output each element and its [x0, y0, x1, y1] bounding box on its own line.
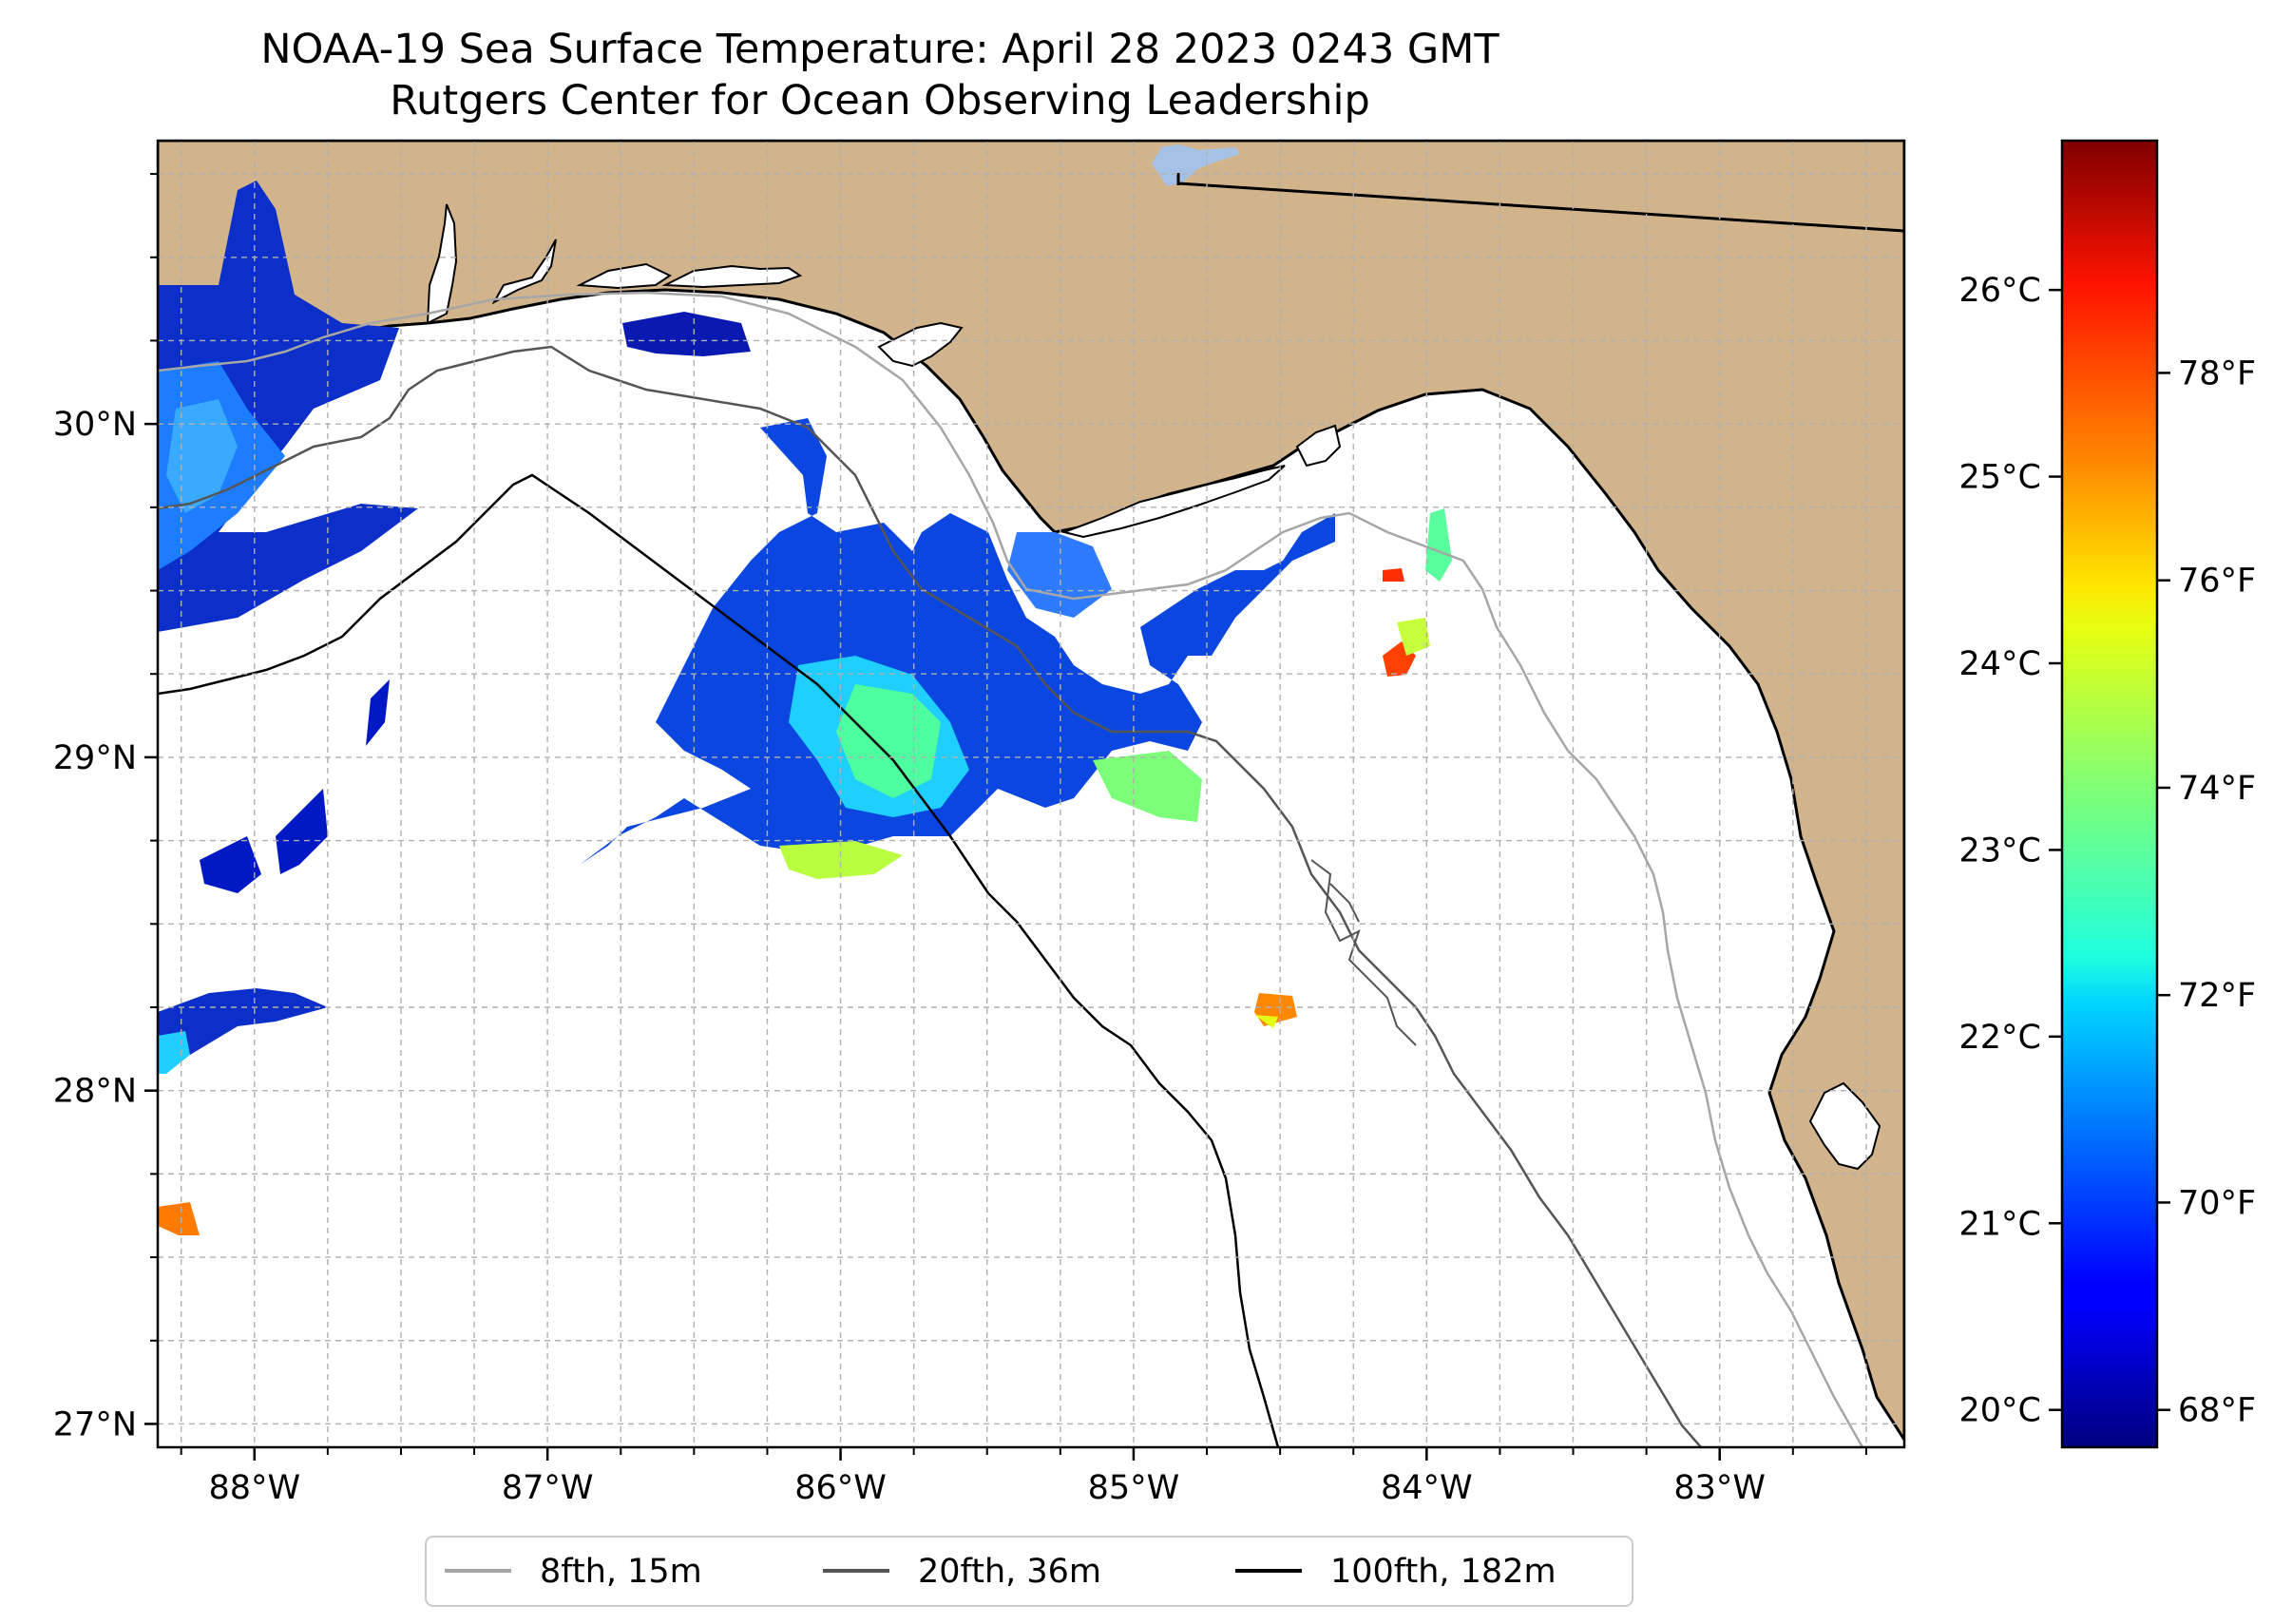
isobath-20fth-36m	[158, 345, 1702, 1447]
sst-patch-southwest-warm	[158, 1202, 200, 1235]
colorbar-celsius-axis: 20°C 21°C 22°C 23°C 24°C 25°C 26°C	[1959, 272, 2062, 1430]
map-gridlines	[158, 141, 1904, 1447]
sst-patch-south-spot-yellow	[1254, 1015, 1278, 1028]
lon-tick-label: 85°W	[1088, 1469, 1180, 1507]
sst-patch-northeast-red	[1383, 568, 1404, 582]
legend-label: 100fth, 182m	[1330, 1553, 1557, 1591]
map-subtitle: Rutgers Center for Ocean Observing Leade…	[390, 77, 1370, 124]
fahrenheit-tick-label: 76°F	[2178, 563, 2256, 601]
sst-patch-south-green	[779, 841, 903, 879]
lon-tick-label: 87°W	[502, 1469, 594, 1507]
colorbar	[2060, 139, 2159, 1449]
apalachicola-bay	[1060, 465, 1286, 539]
fahrenheit-tick-label: 74°F	[2178, 770, 2256, 808]
sst-patch-northeast-small	[1425, 508, 1452, 582]
pensacola-bay	[491, 239, 673, 305]
celsius-tick-label: 20°C	[1959, 1392, 2041, 1430]
fahrenheit-tick-label: 70°F	[2178, 1184, 2256, 1222]
latitude-axis: 27°N 28°N 29°N 30°N	[53, 173, 158, 1443]
sst-patch-southwest-cyan	[158, 1031, 190, 1074]
celsius-tick-label: 21°C	[1959, 1205, 2041, 1243]
legend-box	[425, 1536, 1633, 1607]
inland-lake	[1152, 144, 1240, 186]
legend-label: 20fth, 36m	[918, 1553, 1101, 1591]
lat-tick-label: 29°N	[53, 739, 137, 777]
sst-patch-center-green	[836, 684, 941, 798]
lon-tick-label: 88°W	[208, 1469, 300, 1507]
sst-patch-east-green	[1093, 751, 1202, 822]
fahrenheit-tick-label: 68°F	[2178, 1392, 2256, 1430]
celsius-tick-label: 23°C	[1959, 831, 2041, 869]
fahrenheit-tick-label: 72°F	[2178, 977, 2256, 1015]
celsius-tick-label: 22°C	[1959, 1019, 2041, 1057]
lon-tick-label: 83°W	[1673, 1469, 1766, 1507]
sst-patch-cedarkey-yellow	[1397, 618, 1430, 656]
map-title: NOAA-19 Sea Surface Temperature: April 2…	[260, 26, 1499, 73]
state-boundary	[1177, 182, 1904, 233]
longitude-axis: 88°W 87°W 86°W 85°W 84°W 83°W	[180, 1447, 1867, 1507]
sst-patch-northwest-light	[166, 399, 238, 513]
sst-patch-west-diagonal	[200, 679, 390, 893]
isobath-legend: 8fth, 15m 20fth, 36m 100fth, 182m	[425, 1536, 1633, 1607]
apalachee-bay	[1295, 424, 1342, 468]
lon-tick-label: 84°W	[1381, 1469, 1473, 1507]
lat-tick-label: 30°N	[53, 406, 137, 444]
map-frame	[156, 139, 1906, 1449]
legend-label: 8fth, 15m	[540, 1553, 702, 1591]
isobath-detail-keys	[1310, 859, 1417, 1046]
choctawhatchee-bay	[661, 264, 803, 289]
lon-tick-label: 86°W	[794, 1469, 887, 1507]
isobath-8fth-15m	[158, 291, 1864, 1447]
colorbar-fahrenheit-axis: 68°F 70°F 72°F 74°F 76°F 78°F	[2157, 354, 2256, 1430]
isobath-100fth-182m	[158, 473, 1280, 1447]
land-mass	[158, 141, 1904, 1442]
fahrenheit-tick-label: 78°F	[2178, 354, 2256, 392]
sst-patch-center	[580, 418, 1335, 865]
celsius-tick-label: 26°C	[1959, 272, 2041, 310]
lat-tick-label: 28°N	[53, 1073, 137, 1111]
lat-tick-label: 27°N	[53, 1405, 137, 1443]
sst-patch-southwest	[158, 988, 328, 1074]
celsius-tick-label: 25°C	[1959, 459, 2041, 497]
sst-patch-northcentral	[622, 312, 751, 356]
st-andrew-bay	[877, 321, 964, 368]
tampa-bay	[1808, 1081, 1881, 1171]
mobile-bay	[426, 203, 458, 325]
celsius-tick-label: 24°C	[1959, 645, 2041, 683]
